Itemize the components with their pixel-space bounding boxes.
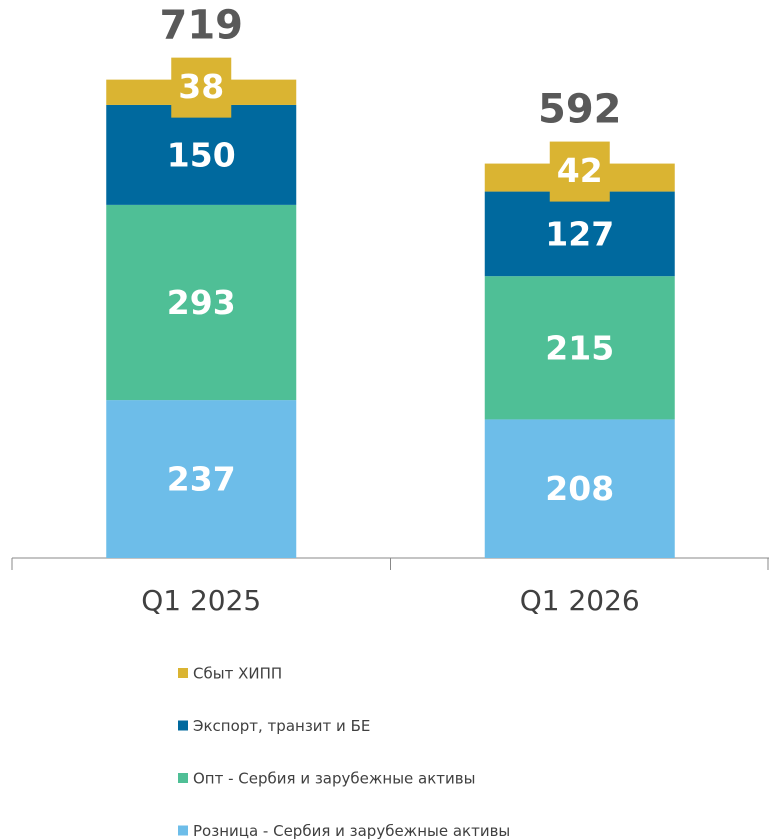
data-label: 127 [545,214,614,253]
legend-label: Сбыт ХИПП [193,665,282,683]
bar-segment [106,400,297,558]
label-box [171,57,232,118]
bar-segment [106,204,297,401]
data-label: 293 [167,283,236,322]
bar-segment [106,104,297,205]
legend-swatch [178,773,188,783]
x-tick-label: Q1 2025 [141,584,261,617]
data-label: 42 [557,151,603,190]
x-tick-label: Q1 2026 [520,584,640,617]
legend-label: Экспорт, транзит и БЕ [193,717,370,735]
legend-label: Опт - Сербия и зарубежные активы [193,770,475,788]
legend-swatch [178,668,188,678]
data-label: 215 [545,328,614,367]
data-label: 150 [167,135,236,174]
total-label: 719 [160,3,244,49]
data-label: 237 [167,460,236,499]
bar-segment [484,419,675,558]
legend-swatch [178,825,188,836]
total-label: 592 [538,87,622,133]
label-box [549,141,610,202]
data-label: 208 [545,469,614,508]
legend-swatch [178,720,188,731]
data-label: 38 [178,67,224,106]
legend-label: Розница - Сербия и зарубежные активы [193,822,510,840]
bar-segment [484,191,675,277]
bar-segment [484,276,675,420]
